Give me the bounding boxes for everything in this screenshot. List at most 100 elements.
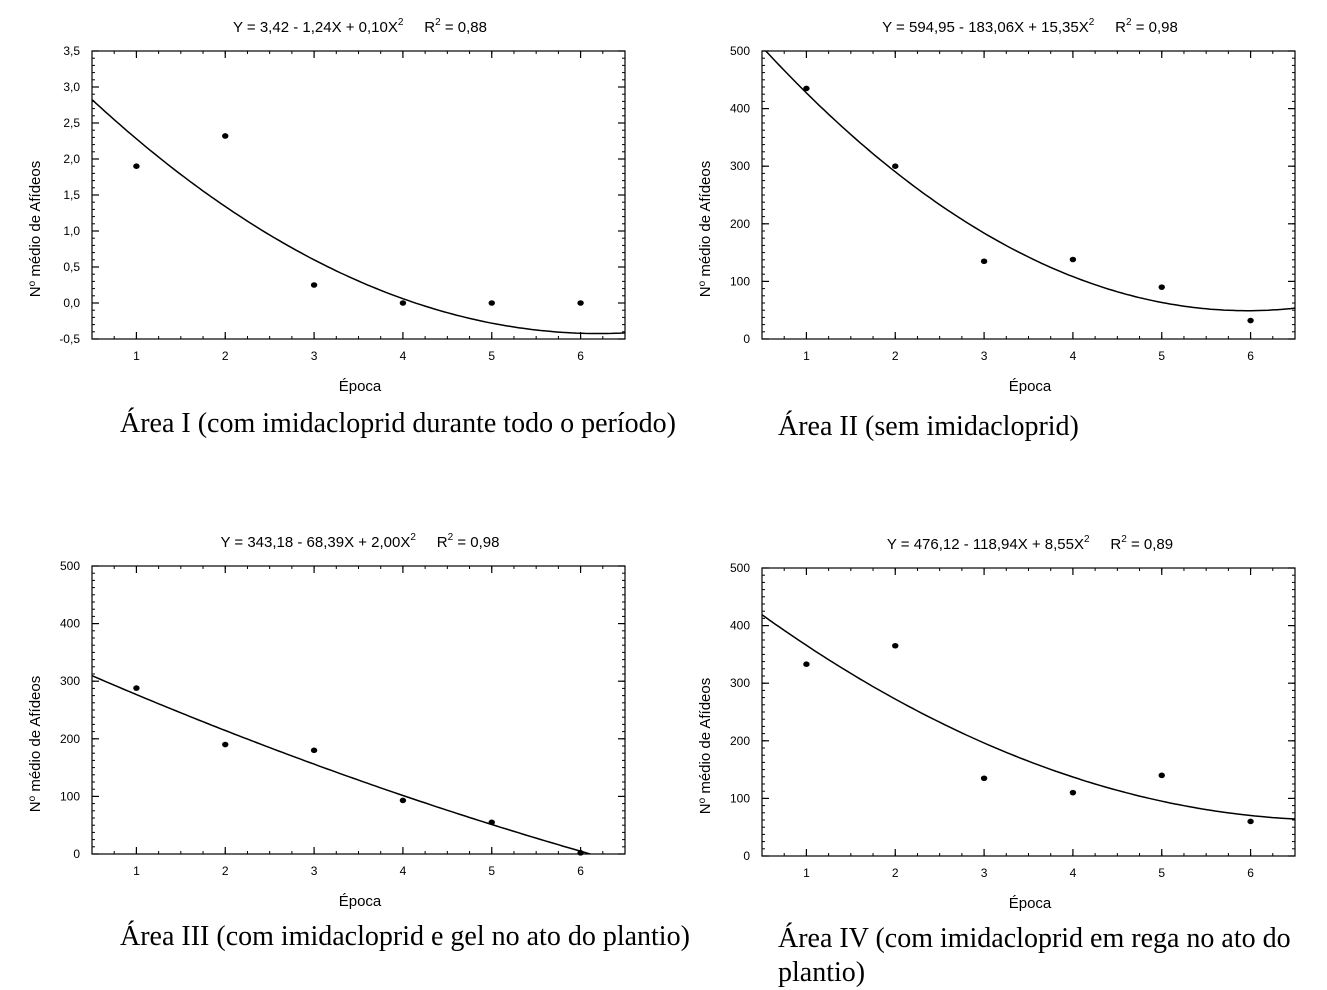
caption-area-3: Área III (com imidacloprid e gel no ato … (120, 921, 690, 952)
x-tick-label: 2 (222, 349, 229, 363)
x-tick-label: 1 (133, 864, 140, 878)
caption-area-1: Área I (com imidacloprid durante todo o … (120, 408, 676, 439)
x-tick-label: 1 (133, 349, 140, 363)
y-tick-label: 0 (743, 849, 750, 863)
x-tick-label: 1 (803, 349, 810, 363)
x-tick-label: 1 (803, 866, 810, 880)
data-point (577, 850, 584, 856)
y-tick-label: 200 (60, 732, 80, 746)
data-point (488, 300, 495, 306)
x-tick-label: 3 (311, 864, 318, 878)
x-tick-label: 4 (400, 349, 407, 363)
chart-panel-area-1: Y = 3,42 - 1,24X + 0,10X2 R2 = 0,88 No m… (0, 17, 640, 395)
data-point (803, 85, 810, 92)
plot-frame (91, 50, 626, 340)
chart-panel-area-3: Y = 343,18 - 68,39X + 2,00X2 R2 = 0,98 N… (0, 532, 640, 910)
caption-area-4: Área IV (com imidacloprid em rega no ato… (778, 923, 1291, 988)
x-axis-label: Época (338, 893, 382, 910)
y-tick-label: 200 (730, 217, 750, 231)
fitted-curve (764, 51, 1295, 312)
data-point (310, 282, 318, 288)
x-tick-label: 6 (577, 349, 584, 363)
x-tick-label: 2 (892, 349, 899, 363)
data-point (488, 819, 495, 826)
x-axis-label: Época (1008, 895, 1052, 912)
fitted-curve (92, 99, 625, 335)
data-point (892, 642, 899, 649)
data-point (222, 133, 229, 139)
data-point (1069, 789, 1077, 796)
y-tick-label: 0 (743, 332, 750, 346)
y-tick-label: 200 (730, 734, 750, 748)
chart-title: Y = 476,12 - 118,94X + 8,55X2 R2 = 0,89 (886, 534, 1174, 553)
y-tick-label: 100 (730, 791, 750, 805)
data-point (892, 163, 899, 169)
y-tick-label: 0,5 (63, 260, 80, 274)
plot-area: 1 2 3 4 5 6 0 100 200 300 400 500 (60, 559, 626, 878)
data-point (1247, 317, 1254, 324)
data-point (803, 661, 810, 667)
chart-panel-area-2: Y = 594,95 - 183,06X + 15,35X2 R2 = 0,98… (670, 17, 1310, 395)
x-tick-label: 5 (1158, 349, 1165, 363)
x-tick-label: 4 (1070, 866, 1077, 880)
plot-area: 1 2 3 4 5 6 0 100 200 300 400 500 (730, 44, 1296, 363)
y-tick-label: 2,0 (63, 152, 80, 166)
data-point (1158, 284, 1165, 290)
y-tick-label: 500 (730, 44, 750, 58)
data-point (980, 775, 988, 782)
y-tick-label: 500 (60, 559, 80, 573)
data-point (310, 747, 318, 754)
x-tick-label: 2 (222, 864, 229, 878)
data-point (399, 797, 407, 804)
x-tick-label: 3 (981, 349, 988, 363)
fitted-curve (92, 675, 594, 854)
x-tick-label: 4 (400, 864, 407, 878)
x-axis-label: Época (338, 378, 382, 395)
y-tick-label: 500 (730, 561, 750, 575)
plot-frame (761, 567, 1296, 857)
y-tick-label: 3,0 (63, 80, 80, 94)
data-point (222, 741, 229, 748)
y-tick-label: 400 (730, 619, 750, 633)
x-tick-label: 3 (981, 866, 988, 880)
x-tick-label: 5 (1158, 866, 1165, 880)
plot-area: 1 2 3 4 5 6 -0,5 0,0 0,5 1,0 1,5 2,0 2,5 3,0 3,5 (59, 44, 626, 363)
x-tick-label: 6 (577, 864, 584, 878)
y-tick-label: 0,0 (63, 296, 80, 310)
y-tick-label: 100 (730, 274, 750, 288)
x-axis-label: Época (1008, 378, 1052, 395)
x-tick-label: 5 (488, 349, 495, 363)
chart-title: Y = 343,18 - 68,39X + 2,00X2 R2 = 0,98 (220, 532, 500, 551)
y-tick-label: 100 (60, 789, 80, 803)
y-tick-label: 0 (73, 847, 80, 861)
plot-area: 1 2 3 4 5 6 0 100 200 300 400 500 (730, 561, 1296, 880)
plot-frame (761, 50, 1296, 340)
y-tick-label: 2,5 (63, 116, 80, 130)
data-point (399, 300, 407, 306)
fitted-curve (762, 614, 1295, 820)
caption-area-2: Área II (sem imidacloprid) (778, 411, 1079, 442)
y-tick-label: 400 (730, 102, 750, 116)
y-tick-label: 1,0 (63, 224, 80, 238)
data-point (1247, 818, 1254, 825)
data-point (980, 258, 988, 265)
x-tick-label: 3 (311, 349, 318, 363)
y-tick-label: 300 (730, 159, 750, 173)
x-tick-label: 6 (1247, 349, 1254, 363)
x-tick-label: 5 (488, 864, 495, 878)
y-tick-label: 3,5 (63, 44, 80, 58)
x-tick-label: 6 (1247, 866, 1254, 880)
y-tick-label: 400 (60, 617, 80, 631)
chart-title: Y = 3,42 - 1,24X + 0,10X2 R2 = 0,88 (233, 17, 487, 36)
data-point (1069, 256, 1077, 263)
y-tick-label: 300 (60, 674, 80, 688)
chart-title: Y = 594,95 - 183,06X + 15,35X2 R2 = 0,98 (882, 17, 1178, 36)
data-point (1158, 772, 1165, 779)
data-point (133, 685, 140, 691)
y-tick-label: 1,5 (63, 188, 80, 202)
x-tick-label: 2 (892, 866, 899, 880)
y-tick-label: 300 (730, 676, 750, 690)
x-tick-label: 4 (1070, 349, 1077, 363)
y-tick-label: -0,5 (59, 332, 80, 346)
data-point (133, 163, 140, 169)
